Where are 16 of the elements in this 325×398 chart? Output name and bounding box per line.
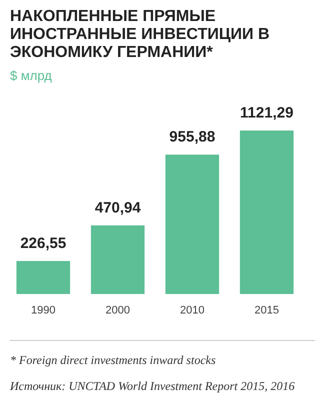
x-tick-label: 2000 (106, 304, 130, 316)
data-label: 470,94 (94, 199, 142, 216)
chart-title: НАКОПЛЕННЫЕ ПРЯМЫЕ ИНОСТРАННЫЕ ИНВЕСТИЦИИ В ЭКОНОМИКУ ГЕРМАНИИ* (9, 7, 271, 62)
data-label: 1121,29 (240, 104, 294, 122)
data-label: 226,55 (20, 234, 66, 252)
x-tick-label: 1990 (31, 304, 56, 316)
text: Источник: UNCTAD World Investment Report 2015, 2016 (10, 378, 296, 395)
data-label: 955,88 (169, 128, 216, 146)
x-tick-label: 2015 (254, 304, 279, 316)
bar (16, 260, 70, 294)
x-tick-label: 2010 (180, 304, 204, 316)
bar (165, 154, 220, 294)
bar (90, 225, 145, 294)
bar (240, 130, 294, 294)
chart-subtitle: $ млрд (9, 67, 53, 83)
text: * Foreign direct investments inward stocks (10, 352, 217, 369)
